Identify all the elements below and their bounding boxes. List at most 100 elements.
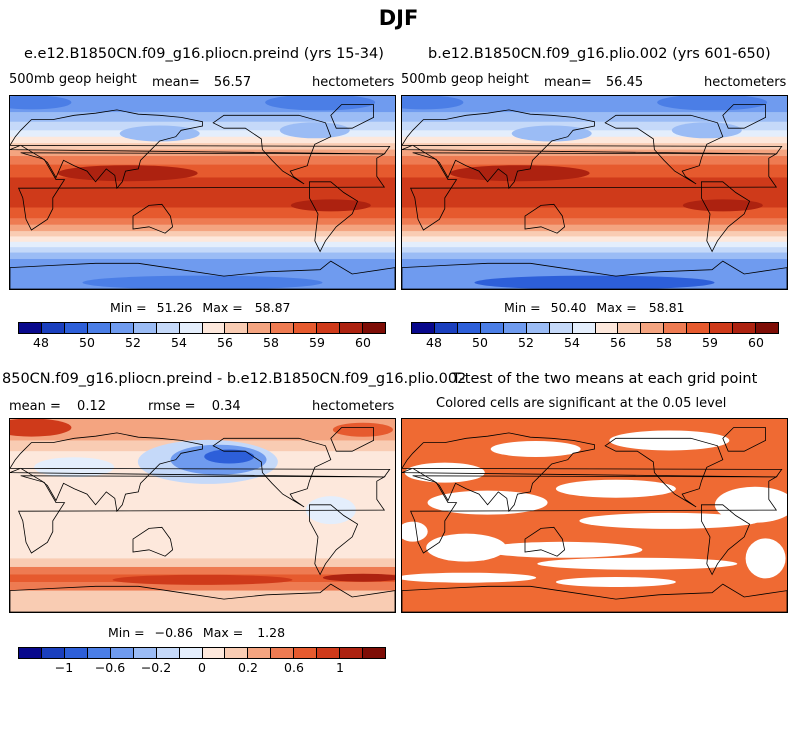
coastline [722, 427, 767, 452]
colorbar-swatch [687, 323, 711, 333]
page-title: DJF [378, 6, 419, 30]
height-band [10, 231, 395, 237]
height-band [402, 231, 787, 237]
coastline [308, 504, 359, 576]
colorbar-swatch [710, 323, 734, 333]
positive-anomaly [322, 573, 395, 582]
coastline [308, 181, 359, 253]
height-band [402, 112, 787, 123]
colorbar-tick-label: 50 [472, 335, 488, 350]
colorbar-swatch [641, 323, 665, 333]
panel-2-title: b.e12.B1850CN.f09_g16.plio.002 (yrs 601-… [428, 46, 771, 62]
coastline [409, 475, 778, 554]
coastline [10, 109, 391, 190]
colorbar-tick-label: 56 [217, 335, 233, 350]
colorbar-tick-label: 50 [79, 335, 95, 350]
positive-anomaly [10, 419, 72, 437]
panel-2-variable: 500mb geop height [401, 72, 529, 87]
colorbar-swatch [480, 323, 504, 333]
non-significant-region [490, 441, 581, 458]
panel-1-colorbar-ticks: 48 50 52 54 56 58 59 60 [18, 335, 386, 351]
panel-2-map [401, 95, 788, 290]
panel-1-min-value: 51.26 [156, 300, 193, 315]
colorbar-swatch [87, 648, 111, 658]
colorbar-swatch [572, 323, 596, 333]
panel-3-min-value: −0.86 [154, 625, 193, 640]
coastline [700, 504, 751, 576]
colorbar-swatch [549, 323, 573, 333]
high-height-cell [682, 199, 763, 212]
panel-1-map-svg [10, 96, 395, 289]
panel-1-mean-label: mean= [152, 75, 200, 90]
panel-3-map-svg [10, 419, 395, 612]
colorbar-swatch [412, 323, 435, 333]
panel-3-rmse-value: 0.34 [211, 399, 241, 414]
colorbar-tick-label: 59 [702, 335, 718, 350]
panel-3-mean-label: mean = [9, 399, 61, 414]
colorbar-swatch [271, 648, 295, 658]
non-significant-region [426, 533, 507, 562]
colorbar-swatch [294, 323, 318, 333]
panel-1-units: hectometers [312, 75, 395, 90]
coastline [212, 114, 332, 185]
colorbar-tick-label: −1 [54, 660, 74, 675]
coastline [722, 104, 767, 129]
coastline [330, 427, 375, 452]
height-band [10, 136, 395, 144]
colorbar-tick-label: −0.2 [140, 660, 172, 675]
colorbar-swatch [317, 323, 341, 333]
panel-3-rmse-label: rmse = [148, 399, 196, 414]
panel-2-colorbar [411, 322, 779, 334]
coastline [700, 181, 751, 253]
colorbar-tick-label: 52 [125, 335, 141, 350]
trough-shape [279, 122, 350, 139]
colorbar-swatch [41, 323, 65, 333]
height-band [10, 224, 395, 232]
coastline [17, 475, 386, 554]
panel-2-mean-label: mean= [544, 75, 592, 90]
colorbar-swatch [156, 648, 180, 658]
panel-2-max-value: 58.81 [648, 300, 685, 315]
colorbar-swatch [225, 648, 249, 658]
colorbar-swatch [225, 323, 249, 333]
trough-shape [119, 125, 200, 142]
panel-1-variable: 500mb geop height [9, 72, 137, 87]
low-height-lobe [657, 96, 768, 111]
difference-band [10, 419, 395, 441]
coastline [10, 583, 395, 612]
panel-1-mean: mean= 56.57 [152, 75, 251, 90]
coastline [402, 583, 787, 612]
panel-1-map [9, 95, 396, 290]
colorbar-swatch [41, 648, 65, 658]
panel-2-min-label: Min = [504, 300, 541, 315]
colorbar-swatch [526, 323, 550, 333]
colorbar-tick-label: 0.6 [284, 660, 304, 675]
coastline [212, 437, 332, 508]
panel-3-map [9, 418, 396, 613]
colorbar-swatch [19, 648, 42, 658]
negative-anomaly [204, 449, 255, 464]
colorbar-tick-label: 54 [564, 335, 580, 350]
panel-3-mean: mean = 0.12 [9, 399, 106, 414]
non-significant-region [427, 490, 548, 515]
colorbar-swatch [87, 323, 111, 333]
coastline [330, 104, 375, 129]
panel-4-map [401, 418, 788, 613]
height-band [402, 130, 787, 138]
non-significant-region [579, 512, 760, 529]
panel-1-min-label: Min = [110, 300, 147, 315]
panel-4-title: T-test of the two means at each grid poi… [452, 371, 758, 387]
colorbar-swatch [340, 648, 364, 658]
colorbar-tick-label: 60 [748, 335, 764, 350]
colorbar-swatch [340, 323, 364, 333]
height-band [402, 241, 787, 248]
colorbar-tick-label: 0.2 [238, 660, 258, 675]
low-height-lobe [474, 275, 715, 289]
panel-1-max-value: 58.87 [254, 300, 291, 315]
colorbar-tick-label: 48 [33, 335, 49, 350]
coastline [132, 526, 174, 557]
difference-band [10, 590, 395, 612]
non-significant-region [402, 521, 428, 542]
coastline [524, 203, 566, 234]
coastline [604, 437, 724, 508]
